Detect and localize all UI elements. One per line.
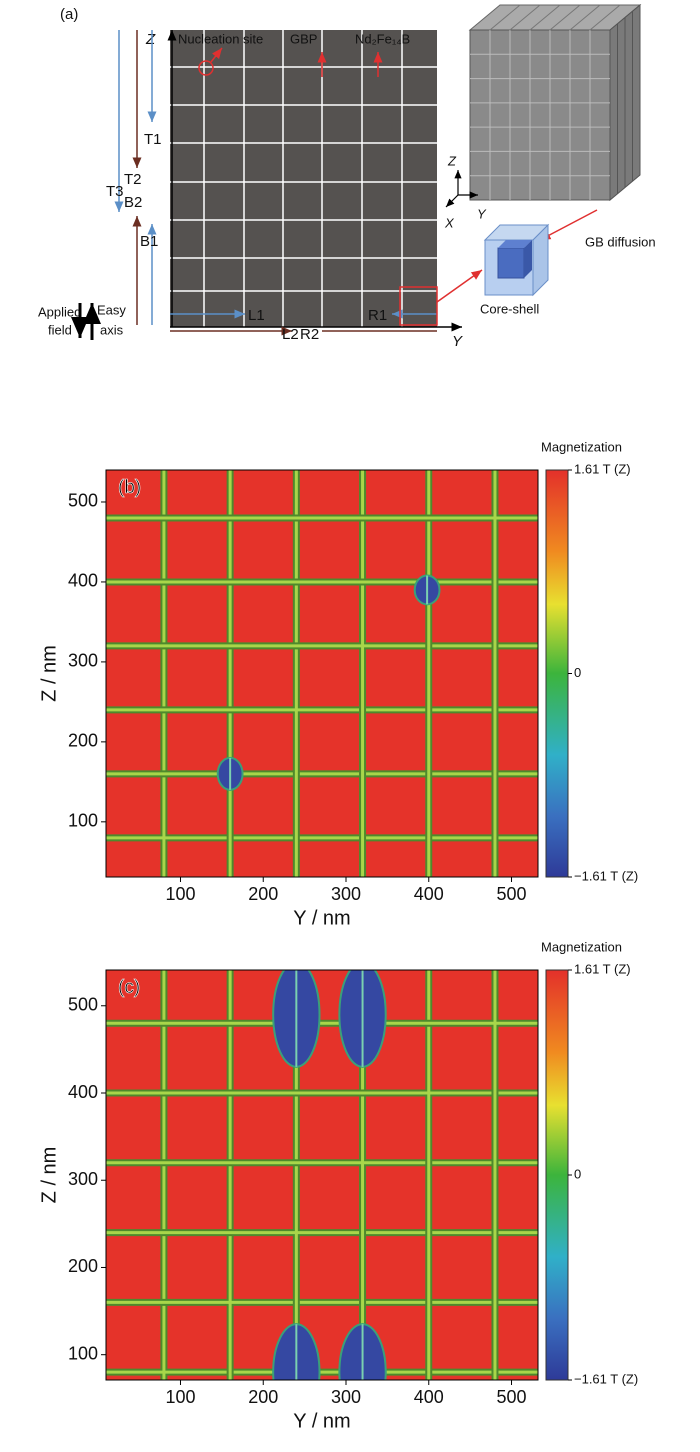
l2-label: L2 — [282, 326, 299, 343]
triad-x: X — [444, 215, 455, 230]
b1-label: B1 — [140, 233, 158, 250]
x-tick-label: 300 — [331, 1387, 361, 1407]
frame — [105, 469, 539, 878]
x-tick-label: 500 — [496, 1387, 526, 1407]
x-tick-label: 300 — [331, 884, 361, 904]
x-tick-label: 500 — [496, 884, 526, 904]
t1-label: T1 — [144, 131, 162, 148]
x-tick-label: 200 — [248, 884, 278, 904]
x-axis-label: Y / nm — [293, 907, 350, 929]
panel-label: (a) — [60, 6, 78, 23]
pointer — [539, 209, 598, 241]
triad-z: Z — [447, 153, 457, 168]
t2-label: T2 — [124, 171, 142, 188]
y-tick-label: 500 — [68, 491, 98, 511]
y-tick-label: 500 — [68, 995, 98, 1015]
magnet-block — [468, 3, 642, 202]
easy-label: Easy — [97, 302, 126, 317]
phase-label: Nd₂Fe₁₄B — [355, 31, 410, 46]
x-axis-label: Y / nm — [293, 1410, 350, 1432]
core-shell-label: Core-shell — [480, 301, 539, 316]
b2-label: B2 — [124, 194, 142, 211]
background — [106, 470, 538, 877]
y-axis-label: Y — [452, 333, 463, 350]
block-line — [529, 4, 561, 31]
colorbar-tick-label: 0 — [574, 1166, 581, 1181]
y-tick-label: 400 — [68, 571, 98, 591]
plot-area — [106, 470, 538, 877]
colorbar-tick-label: 0 — [574, 665, 581, 680]
nucleation-site — [198, 60, 214, 76]
frame — [105, 969, 539, 1381]
y-axis-label: Z / nm — [38, 645, 60, 702]
y-tick-label: 300 — [68, 1169, 98, 1189]
y-axis-label: Z / nm — [38, 1147, 60, 1204]
block-line — [489, 4, 521, 31]
r1-label: R1 — [368, 307, 387, 324]
block-line — [509, 4, 541, 31]
triad-y: Y — [477, 206, 487, 221]
colorbar-tick-label: 1.61 T (Z) — [574, 961, 631, 976]
nucleation-label: Nucleation site — [178, 31, 263, 46]
pointer — [210, 47, 223, 63]
grain-boundaries — [170, 30, 437, 327]
z-axis-label: Z — [145, 31, 156, 48]
colorbar-tick-label: 1.61 T (Z) — [574, 461, 631, 476]
y-tick-label: 100 — [68, 1343, 98, 1363]
l1-label: L1 — [248, 307, 265, 324]
heatmap-panel: 100 200 300 400 500 100 200 300 400 500 Y / nm Z / … — [38, 939, 638, 1432]
core-shell — [483, 223, 550, 297]
plot-area — [106, 970, 538, 1380]
panel-a: (a) Z Y Nucleation site GBP Nd₂Fe₁₄B T1 … — [38, 3, 656, 350]
panel-label: (c) — [118, 977, 140, 998]
block-line — [549, 4, 581, 31]
applied-label: field — [48, 322, 72, 337]
applied-label: Applied — [38, 304, 81, 319]
block-front — [469, 29, 611, 201]
gbp-label: GBP — [290, 31, 317, 46]
highlight — [399, 286, 438, 326]
colorbar — [545, 969, 569, 1381]
r2-label: R2 — [300, 326, 319, 343]
colorbar-title: Magnetization — [541, 939, 622, 954]
x-tick-label: 200 — [248, 1387, 278, 1407]
x-tick-label: 100 — [165, 884, 195, 904]
x-tick-label: 100 — [165, 1387, 195, 1407]
t3-label: T3 — [106, 183, 124, 200]
y-tick-label: 400 — [68, 1082, 98, 1102]
x-tick-label: 400 — [414, 1387, 444, 1407]
grain-grid — [170, 30, 437, 327]
panel-label: (b) — [118, 477, 141, 498]
colorbar-title: Magnetization — [541, 439, 622, 454]
y-tick-label: 100 — [68, 811, 98, 831]
y-tick-label: 200 — [68, 1256, 98, 1276]
pointer — [436, 269, 483, 303]
heatmap-panel: 100 200 300 400 500 100 200 300 400 500 Y / nm Z / … — [38, 439, 638, 929]
block-line — [589, 4, 621, 31]
easy-label: axis — [100, 322, 124, 337]
colorbar-tick-label: −1.61 T (Z) — [574, 868, 638, 883]
y-tick-label: 300 — [68, 651, 98, 671]
gb-diffusion-label: GB diffusion — [585, 234, 656, 249]
colorbar-tick-label: −1.61 T (Z) — [574, 1371, 638, 1386]
background — [106, 970, 538, 1380]
block-line — [569, 4, 601, 31]
colorbar — [545, 469, 569, 878]
triad — [445, 170, 478, 208]
x-tick-label: 400 — [414, 884, 444, 904]
y-tick-label: 200 — [68, 731, 98, 751]
